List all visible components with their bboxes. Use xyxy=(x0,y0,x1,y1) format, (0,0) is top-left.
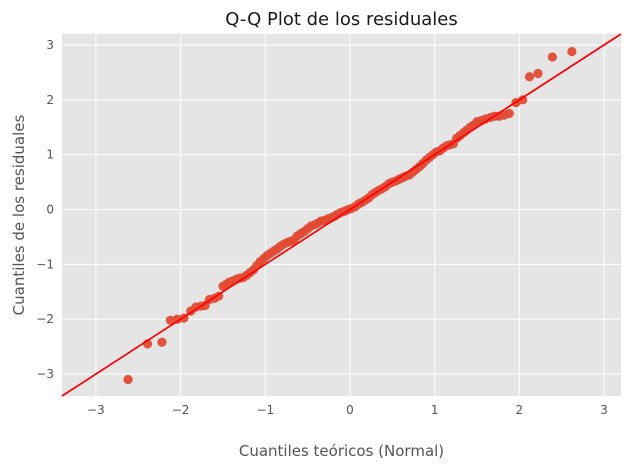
x-tick-label: 0 xyxy=(346,403,354,417)
y-tick-label: 1 xyxy=(46,148,54,162)
y-tick-label: −3 xyxy=(36,367,54,381)
y-tick-label: −1 xyxy=(36,257,54,271)
data-point xyxy=(524,72,535,82)
x-axis-label: Cuantiles teóricos (Normal) xyxy=(239,442,444,460)
x-tick-label: −1 xyxy=(256,403,274,417)
chart-title: Q-Q Plot de los residuales xyxy=(225,9,457,30)
x-tick-label: −3 xyxy=(87,403,105,417)
x-tick-label: −2 xyxy=(172,403,190,417)
data-point xyxy=(533,68,543,79)
data-point xyxy=(123,374,133,385)
y-tick-label: −2 xyxy=(36,312,54,326)
reference-line-layer xyxy=(61,33,622,397)
data-point xyxy=(567,46,577,57)
reference-line xyxy=(61,33,622,397)
data-point xyxy=(518,95,528,105)
data-point xyxy=(504,108,514,119)
tick-labels: −3 −2 −1 0 1 2 3 −3 −2 −1 0 1 2 3 xyxy=(36,38,608,417)
y-tick-label: 2 xyxy=(46,93,54,107)
data-point xyxy=(157,337,167,347)
y-tick-label: 0 xyxy=(46,203,54,217)
data-point xyxy=(172,314,182,324)
data-point xyxy=(547,52,557,62)
x-tick-label: 1 xyxy=(431,403,439,417)
x-tick-label: 2 xyxy=(516,403,524,417)
y-tick-label: 3 xyxy=(46,38,54,52)
data-point xyxy=(165,315,176,325)
y-axis-label: Cuantiles de los residuales xyxy=(10,115,28,316)
x-tick-label: 3 xyxy=(600,403,608,417)
